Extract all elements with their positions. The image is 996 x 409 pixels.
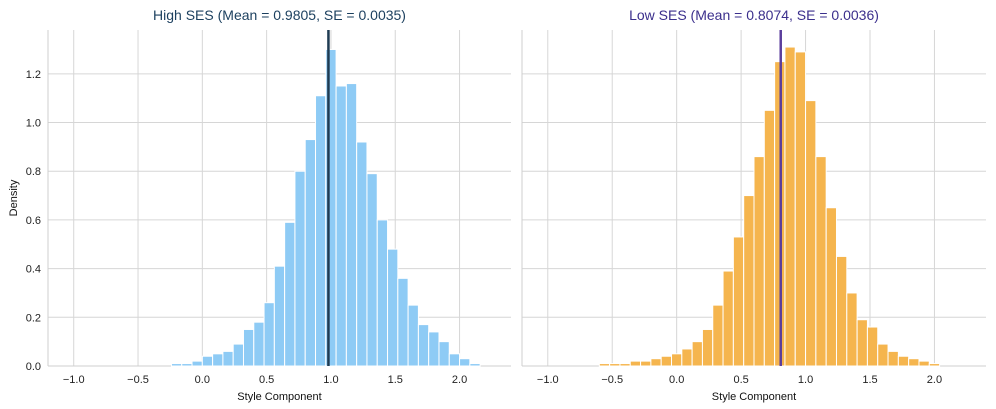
- panel-low-ses: −1.0 −0.5 0.0 0.5 1.0 1.5 2.0 Low SES (Mean = 0…: [521, 7, 986, 403]
- histogram-bar: [753, 156, 765, 367]
- histogram-bar: [438, 341, 450, 367]
- histogram-bar: [201, 355, 214, 367]
- histogram-bar: [315, 95, 327, 367]
- histogram-bar: [263, 302, 275, 367]
- histogram-bar: [794, 51, 807, 367]
- histogram-bar: [743, 195, 755, 367]
- histogram-bar: [181, 363, 193, 367]
- histogram-bar: [712, 304, 724, 367]
- x-tick-label: −0.5: [127, 374, 149, 386]
- histogram-bar: [284, 221, 296, 367]
- x-tick-label: −1.0: [537, 374, 559, 386]
- histogram-bar: [242, 328, 255, 367]
- histogram-bar: [835, 255, 848, 367]
- x-axis-label: Style Component: [712, 391, 796, 403]
- chart-title: High SES (Mean = 0.9805, SE = 0.0035): [153, 7, 406, 23]
- histogram-bar: [650, 358, 662, 367]
- x-axis-label: Style Component: [237, 391, 321, 403]
- histogram-bar: [681, 348, 693, 367]
- histogram-bar: [417, 324, 430, 367]
- x-tick-label: 1.5: [388, 374, 403, 386]
- chart-title: Low SES (Mean = 0.8074, SE = 0.0036): [629, 7, 879, 23]
- x-tick-label: 0.0: [195, 374, 210, 386]
- histogram-bar: [877, 343, 889, 367]
- histogram-bar: [397, 277, 409, 367]
- histogram-bar: [866, 326, 879, 367]
- histogram-bar: [356, 141, 368, 367]
- histogram-bar: [825, 207, 837, 367]
- histogram-bar: [598, 363, 611, 367]
- histogram-bar: [191, 360, 203, 367]
- x-tick-label: −1.0: [63, 374, 85, 386]
- histogram-bar: [407, 304, 419, 367]
- y-tick-label: 0.0: [26, 361, 41, 373]
- histogram-bar: [928, 363, 941, 367]
- x-tick-label: 0.5: [259, 374, 274, 386]
- x-tick-label: 1.0: [323, 374, 338, 386]
- histogram-bar: [335, 85, 347, 367]
- y-tick-label: 0.4: [26, 264, 41, 276]
- histogram-bar: [222, 350, 234, 367]
- y-tick-label: 1.2: [26, 69, 41, 81]
- histogram-bar: [640, 360, 652, 367]
- histogram-bar: [660, 355, 673, 367]
- panel-high-ses: −1.0 −0.5 0.0 0.5 1.0 1.5 2.0 0.0 0.2 0.4 0.6 0.8 1.…: [8, 7, 511, 403]
- histogram-bar: [232, 343, 244, 367]
- histogram-bar: [387, 248, 399, 367]
- histogram-bar: [273, 265, 286, 367]
- histogram-bar: [253, 321, 265, 367]
- histogram-bar: [376, 219, 389, 367]
- histogram-bar: [722, 270, 734, 367]
- x-tick-label: 0.0: [669, 374, 684, 386]
- histogram-bar: [701, 328, 714, 367]
- histogram-bar: [815, 156, 827, 367]
- histogram-bar: [691, 341, 703, 367]
- histogram-bar: [805, 100, 817, 367]
- histogram-bar: [918, 360, 930, 367]
- y-tick-label: 0.8: [26, 166, 41, 178]
- histogram-bar: [619, 363, 631, 367]
- x-tick-label: 1.5: [862, 374, 877, 386]
- histogram-bar: [304, 139, 317, 367]
- histogram-bar: [887, 350, 899, 367]
- histogram-bar: [345, 83, 358, 367]
- histogram-bar: [609, 363, 621, 367]
- histogram-bar: [469, 363, 481, 367]
- histogram-bar: [294, 170, 306, 367]
- histogram-bar: [897, 355, 910, 367]
- histogram-bar: [856, 319, 868, 367]
- histogram-bar: [170, 363, 183, 367]
- histogram-bar: [846, 292, 858, 367]
- x-tick-label: 0.5: [733, 374, 748, 386]
- x-tick-label: −0.5: [601, 374, 623, 386]
- y-tick-label: 1.0: [26, 118, 41, 130]
- histogram-bar: [428, 331, 440, 367]
- y-tick-label: 0.6: [26, 215, 41, 227]
- histogram-bar: [212, 353, 224, 367]
- histogram-bar: [763, 109, 776, 367]
- histogram-bar: [366, 173, 378, 367]
- y-axis-label: Density: [8, 179, 20, 216]
- histogram-bar: [448, 353, 461, 367]
- histogram-bar: [671, 353, 683, 367]
- histogram-bar: [629, 360, 642, 367]
- histogram-bar: [908, 358, 920, 367]
- x-tick-label: 1.0: [798, 374, 813, 386]
- histogram-bar: [459, 358, 471, 367]
- x-tick-label: 2.0: [927, 374, 942, 386]
- histogram-bar: [784, 46, 796, 367]
- histogram-bar: [732, 236, 745, 367]
- x-tick-label: 2.0: [452, 374, 467, 386]
- y-tick-label: 0.2: [26, 312, 41, 324]
